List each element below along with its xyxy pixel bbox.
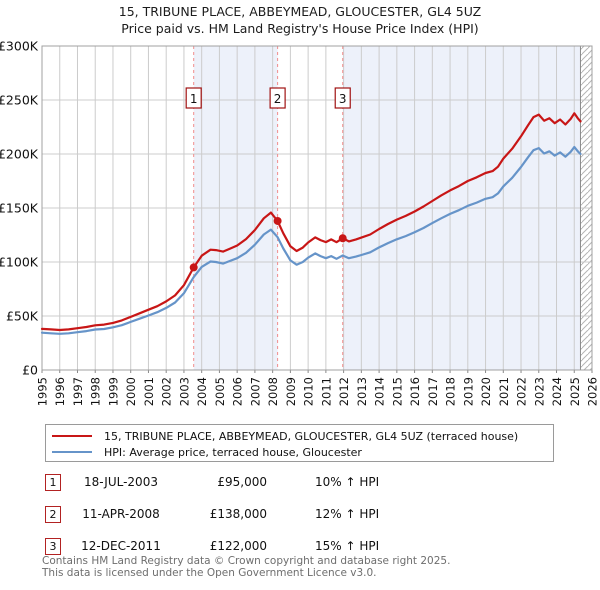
x-axis-year-label: 1999: [106, 377, 120, 406]
x-axis-year-label: 2011: [319, 377, 333, 406]
x-axis-year-label: 2019: [461, 377, 475, 406]
y-axis-label: £0: [22, 363, 38, 378]
table-row: 3 12-DEC-2011 £122,000 15% ↑ HPI: [45, 530, 585, 562]
sale-hpi-change: 10% ↑ HPI: [315, 475, 380, 489]
legend-entry-property: 15, TRIBUNE PLACE, ABBEYMEAD, GLOUCESTER…: [52, 428, 553, 444]
sale-hpi-change: 12% ↑ HPI: [315, 507, 380, 521]
x-axis-year-label: 2002: [160, 377, 174, 406]
table-row: 2 11-APR-2008 £138,000 12% ↑ HPI: [45, 498, 585, 530]
sale-date: 18-JUL-2003: [84, 475, 158, 489]
sale-marker-box: [269, 87, 286, 109]
legend-hpi-label: HPI: Average price, terraced house, Glou…: [104, 445, 362, 459]
x-axis-year-label: 2007: [248, 377, 262, 406]
sale-marker-number: 2: [274, 92, 282, 106]
x-axis-year-label: 2026: [586, 377, 600, 406]
y-axis-label: £300K: [0, 39, 39, 54]
legend-property-label: 15, TRIBUNE PLACE, ABBEYMEAD, GLOUCESTER…: [104, 429, 519, 443]
legend-entry-hpi: HPI: Average price, terraced house, Glou…: [52, 444, 553, 460]
sale-marker-box: [334, 87, 351, 109]
x-axis-year-label: 2004: [195, 377, 209, 406]
x-axis-year-label: 2005: [213, 377, 227, 406]
sale-date: 11-APR-2008: [82, 507, 160, 521]
sales-table: 1 18-JUL-2003 £95,000 10% ↑ HPI 2 11-APR…: [45, 466, 585, 562]
x-axis-year-label: 2014: [373, 377, 387, 406]
sale-number-badge: 2: [45, 505, 61, 523]
x-axis-year-label: 2022: [515, 377, 529, 406]
y-axis-label: £200K: [0, 147, 39, 162]
x-axis-year-label: 2020: [479, 377, 493, 406]
x-axis-year-label: 2010: [302, 377, 316, 406]
page-title: 15, TRIBUNE PLACE, ABBEYMEAD, GLOUCESTER…: [118, 4, 482, 19]
sale-point-dot: [273, 216, 282, 225]
x-axis-year-label: 1998: [89, 377, 103, 406]
sale-price: £138,000: [209, 507, 267, 521]
x-axis-year-label: 1996: [53, 377, 67, 406]
x-axis-year-label: 1997: [71, 377, 85, 406]
x-axis-year-label: 2016: [408, 377, 422, 406]
license-footer: Contains HM Land Registry data © Crown c…: [42, 555, 451, 579]
x-axis-year-label: 2000: [124, 377, 138, 406]
x-axis-year-label: 2018: [444, 377, 458, 406]
sale-date: 12-DEC-2011: [81, 539, 161, 553]
sale-number-badge: 3: [45, 537, 61, 555]
footer-licence: This data is licensed under the Open Gov…: [42, 566, 377, 579]
sale-price: £122,000: [209, 539, 267, 553]
y-axis-label: £50K: [6, 309, 39, 324]
chart-legend: 15, TRIBUNE PLACE, ABBEYMEAD, GLOUCESTER…: [45, 424, 554, 462]
table-row: 1 18-JUL-2003 £95,000 10% ↑ HPI: [45, 466, 585, 498]
y-axis-label: £250K: [0, 93, 39, 108]
property-price-line: [40, 112, 582, 332]
x-axis-year-label: 2008: [266, 377, 280, 406]
x-axis-year-label: 2025: [568, 377, 582, 406]
sale-marker-box: [185, 87, 202, 109]
x-axis-year-label: 2013: [355, 377, 369, 406]
x-axis-year-label: 2009: [284, 377, 298, 406]
plot-border: [41, 45, 593, 371]
x-axis-year-label: 2001: [142, 377, 156, 406]
x-axis-year-label: 2017: [426, 377, 440, 406]
sale-marker-number: 1: [190, 92, 198, 106]
sale-number-badge: 1: [45, 473, 61, 491]
x-axis-year-label: 2024: [550, 377, 564, 406]
x-axis-year-label: 2006: [231, 377, 245, 406]
hpi-line-swatch: [52, 451, 92, 453]
sale-point-dot: [338, 234, 347, 243]
sale-price: £95,000: [217, 475, 267, 489]
sale-marker-number: 3: [339, 92, 347, 106]
y-axis-label: £100K: [0, 255, 39, 270]
y-axis-label: £150K: [0, 201, 39, 216]
x-axis-year-label: 2015: [390, 377, 404, 406]
x-axis-year-label: 2021: [497, 377, 511, 406]
hpi-average-line: [40, 145, 582, 335]
sale-point-dot: [189, 263, 198, 272]
x-axis-year-label: 2012: [337, 377, 351, 406]
x-axis-year-label: 1995: [36, 377, 50, 406]
chart-header: 15, TRIBUNE PLACE, ABBEYMEAD, GLOUCESTER…: [0, 3, 600, 37]
x-axis-year-label: 2003: [177, 377, 191, 406]
sale-hpi-change: 15% ↑ HPI: [315, 539, 380, 553]
page-subtitle: Price paid vs. HM Land Registry's House …: [121, 21, 479, 36]
x-axis-year-label: 2023: [532, 377, 546, 406]
property-line-swatch: [52, 435, 92, 437]
footer-copyright: Contains HM Land Registry data © Crown c…: [42, 555, 451, 567]
